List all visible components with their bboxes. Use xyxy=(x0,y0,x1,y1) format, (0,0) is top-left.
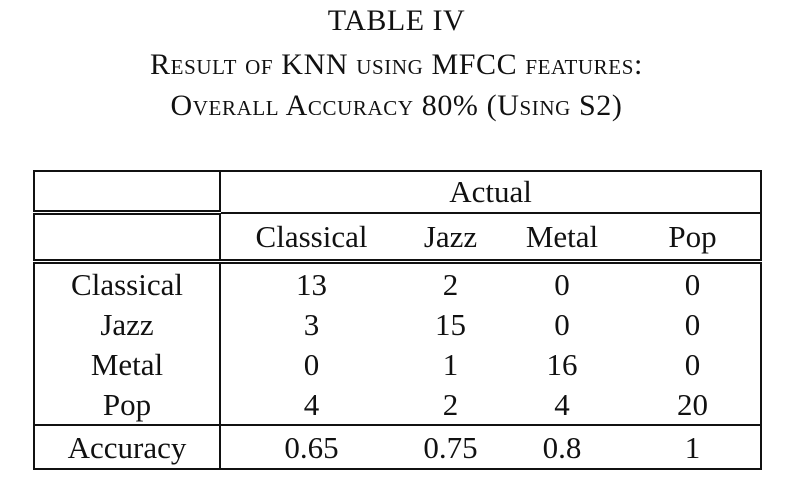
cell: 3 xyxy=(303,306,320,342)
column-header-jazz: Jazz xyxy=(402,211,499,264)
cell: 0 xyxy=(554,306,570,342)
cell: 0 xyxy=(625,304,763,344)
table-row: Classical 13 2 0 0 xyxy=(33,259,763,304)
actual-header: Actual xyxy=(220,170,763,213)
row-label-jazz: Jazz xyxy=(33,304,221,344)
cell: 4 xyxy=(303,386,320,422)
row-label-accuracy: Accuracy xyxy=(33,424,221,470)
accuracy-cell: 0.75 xyxy=(402,424,499,470)
corner-cell xyxy=(33,170,221,213)
table-caption-line-2: Overall Accuracy 80% (Using S2) xyxy=(170,89,623,122)
header-row-classes: Classical Jazz Metal Pop xyxy=(33,210,763,264)
cell: 2 xyxy=(442,266,459,302)
corner-cell-lower xyxy=(33,210,221,262)
cell: 15 xyxy=(435,306,466,342)
cell: 0 xyxy=(554,266,570,302)
cell: 0 xyxy=(625,344,763,384)
cell: 16 xyxy=(546,346,578,382)
row-label-classical: Classical xyxy=(33,259,221,304)
table-caption-title: TABLE IV xyxy=(327,4,466,37)
accuracy-cell: 0.65 xyxy=(220,424,402,470)
table-caption-line-1: Result of KNN using MFCC features: xyxy=(150,48,643,81)
cell: 0 xyxy=(625,261,763,304)
header-row-actual: Actual xyxy=(33,170,763,213)
row-label-pop: Pop xyxy=(33,384,221,425)
row-label-metal: Metal xyxy=(33,344,221,384)
cell: 13 xyxy=(296,266,327,302)
accuracy-cell: 1 xyxy=(625,424,763,470)
accuracy-cell: 0.8 xyxy=(499,424,625,470)
cell: 2 xyxy=(442,386,459,422)
column-header-metal: Metal xyxy=(499,211,625,264)
column-header-classical: Classical xyxy=(220,211,402,264)
cell: 20 xyxy=(625,384,763,425)
cell: 0 xyxy=(303,346,320,382)
table-row: Jazz 3 15 0 0 xyxy=(33,304,763,344)
table-row: Metal 0 1 16 0 xyxy=(33,344,763,384)
column-header-pop: Pop xyxy=(625,211,763,264)
cell: 1 xyxy=(442,346,459,382)
confusion-matrix-table: Actual Classical Jazz Metal Pop Classica… xyxy=(33,170,763,470)
table-row: Pop 4 2 4 20 xyxy=(33,384,763,425)
cell: 4 xyxy=(554,386,570,422)
accuracy-row: Accuracy 0.65 0.75 0.8 1 xyxy=(33,424,763,470)
